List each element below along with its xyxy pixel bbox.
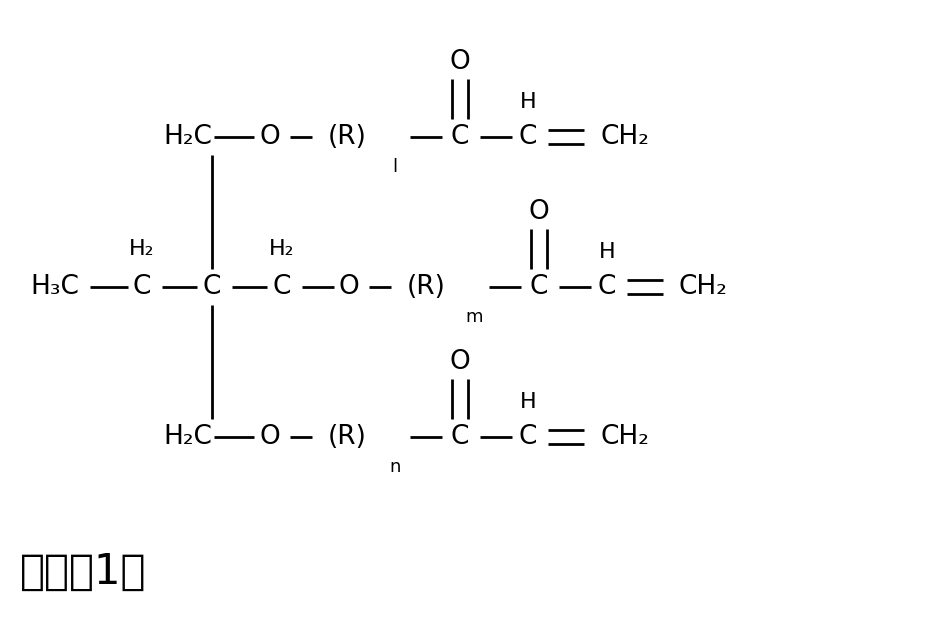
Text: H: H <box>520 392 536 412</box>
Text: O: O <box>449 349 471 375</box>
Text: CH₂: CH₂ <box>600 424 649 450</box>
Text: C: C <box>529 274 548 300</box>
Text: H₂C: H₂C <box>163 424 212 450</box>
Text: H: H <box>520 92 536 112</box>
Text: m: m <box>465 308 483 326</box>
Text: O: O <box>528 199 549 225</box>
Text: H₂: H₂ <box>130 239 155 259</box>
Text: C: C <box>519 124 537 150</box>
Text: (R): (R) <box>328 124 367 150</box>
Text: O: O <box>260 424 281 450</box>
Text: O: O <box>338 274 360 300</box>
Text: C: C <box>133 274 151 300</box>
Text: C: C <box>519 424 537 450</box>
Text: C: C <box>273 274 291 300</box>
Text: O: O <box>260 124 281 150</box>
Text: H₂: H₂ <box>269 239 295 259</box>
Text: n: n <box>390 458 401 476</box>
Text: H: H <box>598 242 615 262</box>
Text: 通式（1）: 通式（1） <box>20 551 146 593</box>
Text: H₃C: H₃C <box>30 274 79 300</box>
Text: l: l <box>392 158 398 176</box>
Text: C: C <box>451 424 469 450</box>
Text: H₂C: H₂C <box>163 124 212 150</box>
Text: CH₂: CH₂ <box>679 274 728 300</box>
Text: (R): (R) <box>328 424 367 450</box>
Text: C: C <box>203 274 221 300</box>
Text: C: C <box>451 124 469 150</box>
Text: C: C <box>597 274 616 300</box>
Text: O: O <box>449 49 471 75</box>
Text: (R): (R) <box>407 274 445 300</box>
Text: CH₂: CH₂ <box>600 124 649 150</box>
